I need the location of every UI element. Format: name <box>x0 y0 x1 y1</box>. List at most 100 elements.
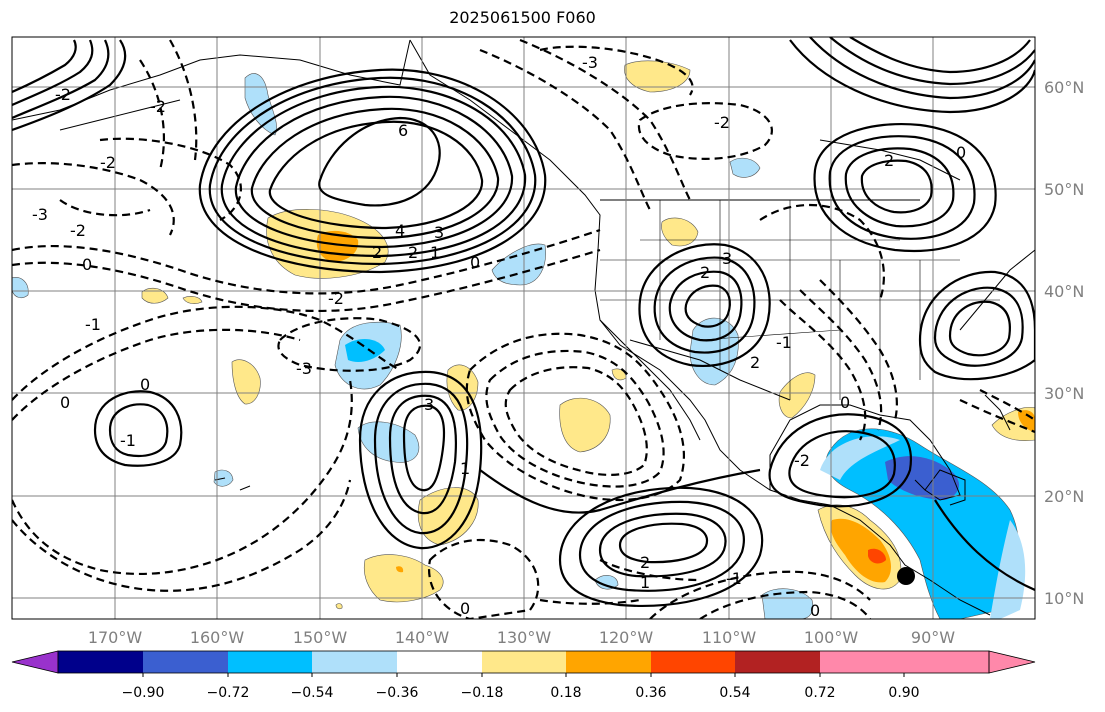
contour-label: 4 <box>395 221 405 240</box>
contour-ne-arc-3 <box>829 37 1035 86</box>
contour-label: 1 <box>460 459 470 478</box>
contour-label: -3 <box>32 205 48 224</box>
contour-label: -2 <box>150 97 166 116</box>
colorbar: −0.90 −0.72 −0.54 −0.36 −0.18 0.18 0.36 0.54 0.7… <box>11 650 1036 701</box>
contour-us-sw-1 <box>638 243 771 367</box>
contour-label: 0 <box>470 253 480 272</box>
colorbar-tick-label: 0.18 <box>550 685 581 701</box>
contour-high-pac-7 <box>318 116 441 207</box>
contour-neg-9 <box>485 349 665 488</box>
contour-label: 1 <box>640 573 650 592</box>
contour-neg-6 <box>12 379 353 575</box>
contour-can-1 <box>813 123 997 252</box>
contour-neg-5 <box>277 317 421 372</box>
blue-patch-se <box>990 520 1026 619</box>
lat-label: 20°N <box>1044 487 1084 506</box>
map-frame <box>11 36 1036 620</box>
contour-neg-2 <box>12 248 601 313</box>
contour-se-1 <box>934 499 1035 592</box>
contour-label: -1 <box>776 333 792 352</box>
contour-neg-4 <box>12 328 301 421</box>
contour-neg-8 <box>465 332 685 502</box>
contour-long-s <box>479 468 761 514</box>
contour-label: 0 <box>810 601 820 620</box>
contour-label-layer: 6 4 3 2 2 1 0 -2 -2 -3 -2 -3 -2 -1 0 -2 … <box>32 53 966 620</box>
blue-patch-pac3 <box>491 243 546 286</box>
yellow-patch-small4 <box>335 603 343 610</box>
contour-neg-20 <box>139 59 166 171</box>
lon-label: 130°W <box>497 628 552 647</box>
contour-neg-23 <box>779 299 867 441</box>
contour-label: 2 <box>884 151 894 170</box>
colorbar-segment <box>904 651 989 673</box>
lon-axis-labels: 170°W 160°W 150°W 140°W 130°W 120°W 110°… <box>88 628 955 647</box>
colorbar-segment <box>312 651 397 673</box>
coastline-west-na <box>409 39 991 616</box>
contour-label: -2 <box>55 85 71 104</box>
contour-high-pac-2 <box>208 76 537 266</box>
colorbar-frame <box>57 650 990 674</box>
contour-label: 3 <box>424 395 434 414</box>
contour-nw-arc-2 <box>12 39 110 120</box>
yellow-patch-texas <box>778 372 816 419</box>
contour-neg-21 <box>169 39 198 161</box>
colorbar-tick-label: 0.90 <box>888 685 919 701</box>
contour-label: 2 <box>640 553 650 572</box>
contour-label: 2 <box>372 243 382 262</box>
lon-label: 90°W <box>911 628 955 647</box>
contour-ne-arc-2 <box>809 37 1035 100</box>
contour-label: -3 <box>296 359 312 378</box>
orange-patch-mex-sw <box>830 518 892 583</box>
contour-high-pac-6 <box>268 120 484 230</box>
colorbar-tick-label: 0.54 <box>719 685 750 701</box>
contour-neg-1 <box>12 228 601 295</box>
contour-south-4 <box>618 522 709 564</box>
contour-high-pac-4 <box>234 95 514 249</box>
colorbar-tick-label: −0.18 <box>461 685 504 701</box>
lat-label: 30°N <box>1044 384 1084 403</box>
contour-label: -2 <box>328 289 344 308</box>
contour-can-4 <box>860 159 933 214</box>
storm-center-marker <box>897 567 915 585</box>
contour-label: 6 <box>398 121 408 140</box>
contour-label: 0 <box>140 375 150 394</box>
contour-high-pac-5 <box>250 107 500 240</box>
red-patch-mex-sw <box>868 548 886 564</box>
yellow-patch-pac-c <box>559 397 611 453</box>
contour-label: 3 <box>722 249 732 268</box>
yellow-patch-small1 <box>141 287 169 304</box>
coastline-florida <box>984 394 1011 431</box>
orange-patch-east <box>1018 410 1035 432</box>
yellow-patch-small2 <box>182 296 203 304</box>
contour-neg-29 <box>599 559 701 582</box>
contour-can-2 <box>828 135 976 240</box>
contour-neg-26 <box>759 204 885 301</box>
contour-west-high-2 <box>108 403 169 458</box>
contour-label: 1 <box>430 243 440 262</box>
contour-label: -1 <box>85 315 101 334</box>
contour-neg-25 <box>819 279 898 421</box>
contour-south-2 <box>578 500 745 592</box>
contour-high-pac-3 <box>220 85 527 258</box>
lon-label: 140°W <box>395 628 450 647</box>
contour-nw-arc-4 <box>12 39 77 94</box>
contour-ne-arc-1 <box>789 39 1035 114</box>
colorbar-tick-label: 0.36 <box>635 685 666 701</box>
contour-pac-sub-3 <box>388 394 458 515</box>
lat-label: 10°N <box>1044 589 1084 608</box>
coastline-gulf <box>769 404 961 501</box>
colorbar-tick-label: −0.54 <box>291 685 334 701</box>
contour-neg-13 <box>699 590 871 619</box>
orange-patch-small5 <box>396 566 404 573</box>
contour-label: -2 <box>70 221 86 240</box>
contour-label: 0 <box>956 143 966 162</box>
contour-label: -2 <box>100 153 116 172</box>
coastline-aleutians <box>59 99 181 131</box>
blue-patch-west <box>12 277 29 299</box>
contour-neg-19 <box>12 162 175 236</box>
colorbar-segment <box>143 651 228 673</box>
contour-us-sw-2 <box>653 256 756 354</box>
colorbar-tick-label: −0.36 <box>376 685 419 701</box>
colorbar-segment <box>651 651 735 673</box>
yellow-patch-canada <box>624 60 691 93</box>
